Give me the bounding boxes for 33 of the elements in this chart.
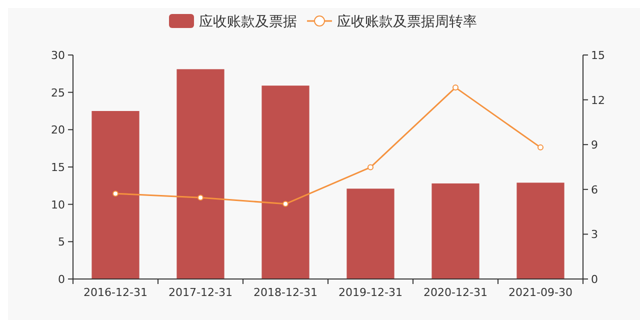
y2-tick-label: 15: [591, 49, 605, 62]
bar: [432, 183, 480, 279]
x-tick-label: 2020-12-31: [424, 286, 488, 299]
y2-tick-label: 3: [591, 228, 598, 242]
x-tick-label: 2019-12-31: [338, 286, 402, 299]
x-tick-label: 2018-12-31: [254, 286, 318, 299]
bar: [262, 86, 310, 279]
bar: [346, 188, 394, 279]
legend-label: 应收账款及票据: [199, 14, 297, 30]
point: [198, 194, 204, 201]
bar: [92, 111, 140, 279]
y2-tick-label: 0: [591, 273, 598, 286]
y-tick-label: 5: [58, 236, 65, 249]
y2-tick-label: 9: [591, 138, 598, 152]
y-tick-label: 25: [51, 86, 65, 100]
point: [538, 144, 544, 150]
x-tick-label: 2016-12-31: [84, 286, 148, 299]
point: [112, 190, 118, 197]
y-tick-label: 30: [51, 49, 65, 62]
bar: [176, 69, 224, 279]
point: [282, 200, 288, 207]
y2-tick-label: 12: [591, 94, 605, 107]
x-tick-label: 2017-12-31: [168, 286, 232, 299]
y-tick-label: 10: [51, 198, 65, 212]
y2-tick-label: 6: [591, 183, 598, 196]
y-tick-label: 0: [58, 273, 65, 286]
y-tick-label: 20: [51, 124, 65, 137]
legend-label: 应收账款及票据周转率: [337, 14, 477, 30]
y-tick-label: 15: [51, 161, 65, 174]
point: [452, 84, 458, 91]
x-tick-label: 2021-09-30: [508, 286, 572, 299]
bar: [516, 182, 564, 279]
point: [368, 164, 374, 170]
